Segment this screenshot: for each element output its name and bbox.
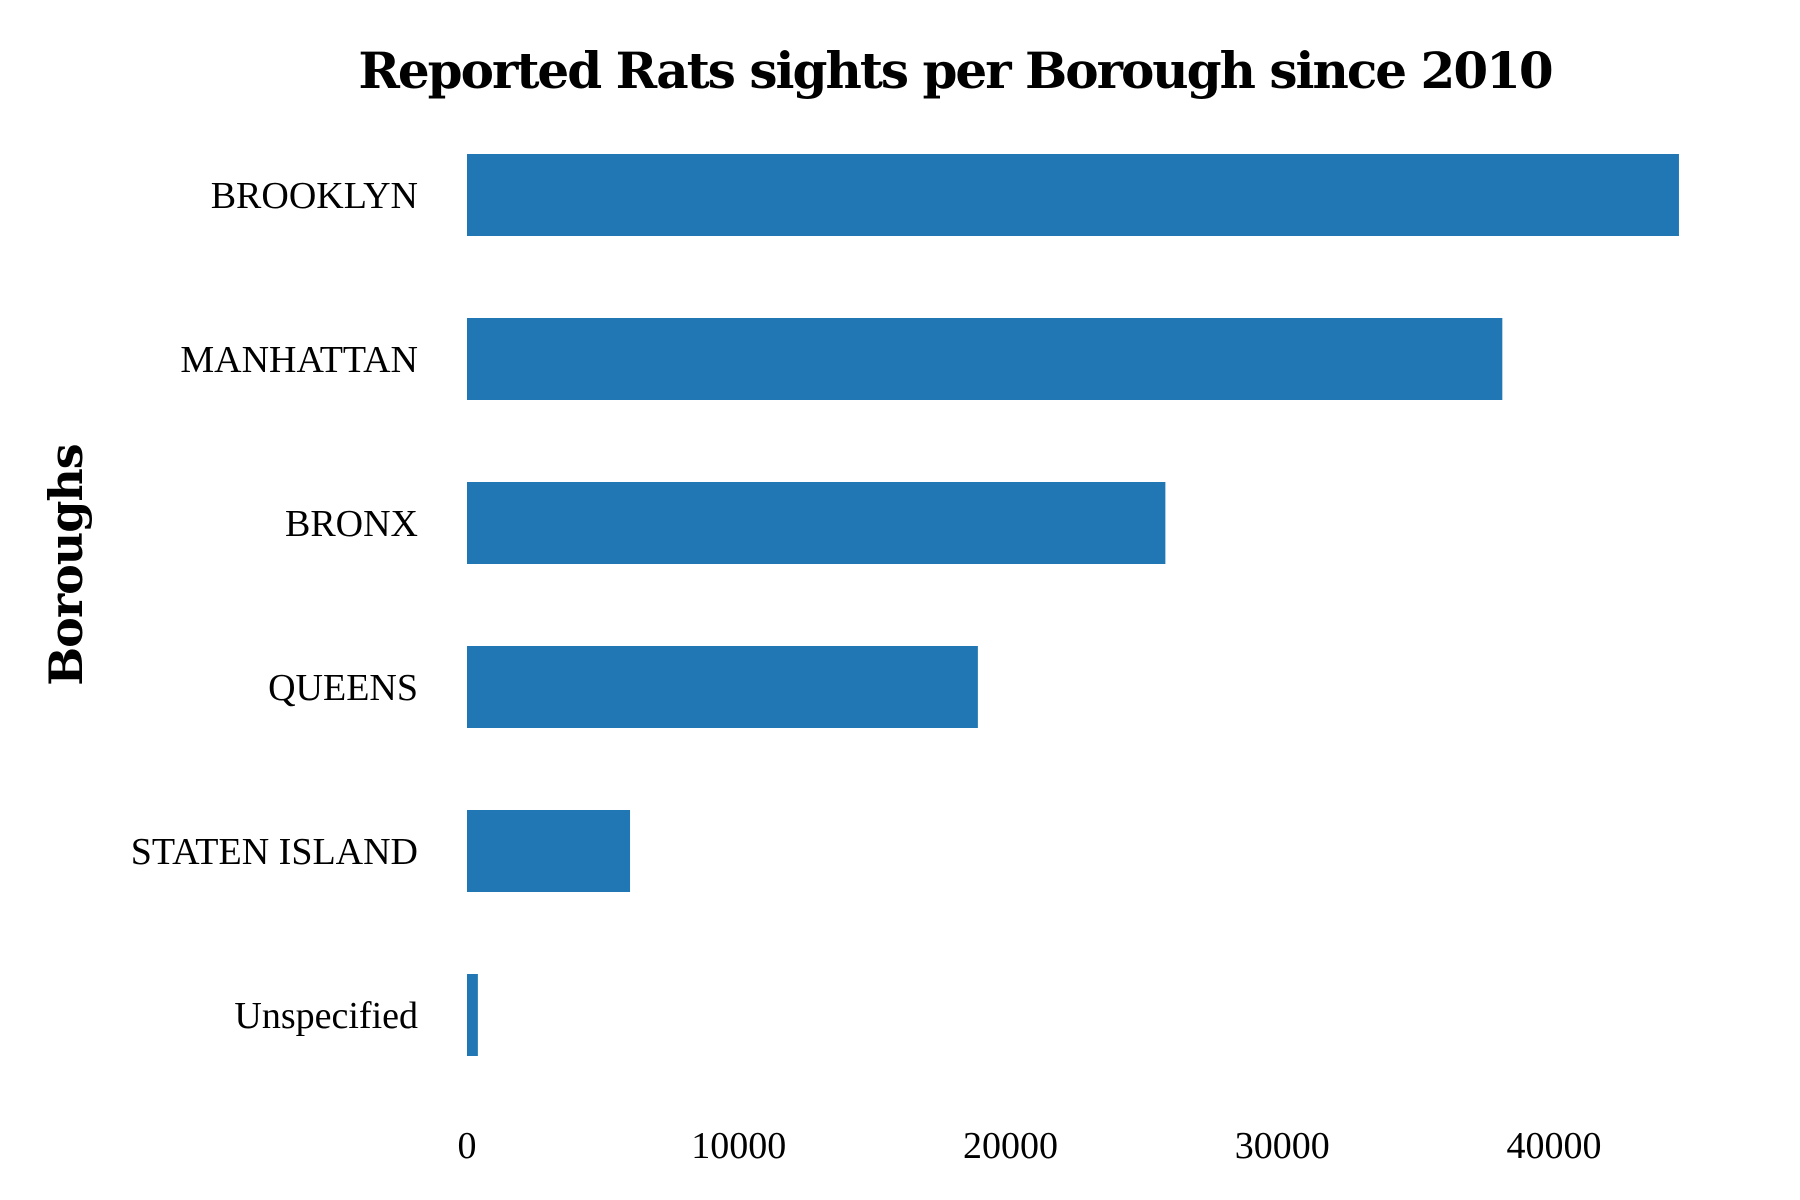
- category-label-queens: QUEENS: [268, 667, 418, 709]
- x-tick-label-10000: 10000: [691, 1125, 786, 1167]
- bars-layer: [467, 154, 1679, 1056]
- category-labels: BROOKLYN MANHATTAN BRONX QUEENS STATEN ISLAN…: [131, 175, 418, 1037]
- x-tick-label-30000: 30000: [1235, 1125, 1330, 1167]
- category-label-staten-island: STATEN ISLAND: [131, 831, 418, 873]
- bar-bronx: [467, 482, 1166, 564]
- bar-staten-island: [467, 810, 631, 892]
- category-label-unspecified: Unspecified: [234, 995, 418, 1037]
- y-axis-label: Boroughs: [39, 444, 93, 686]
- category-label-brooklyn: BROOKLYN: [211, 175, 418, 217]
- x-tick-label-20000: 20000: [963, 1125, 1058, 1167]
- x-axis-ticks: 0 10000 20000 30000 40000: [458, 1125, 1602, 1167]
- category-label-manhattan: MANHATTAN: [180, 339, 418, 381]
- category-label-bronx: BRONX: [285, 503, 418, 545]
- chart-title: Reported Rats sights per Borough since 2…: [358, 41, 1552, 100]
- bar-queens: [467, 646, 978, 728]
- bar-manhattan: [467, 318, 1503, 400]
- bar-brooklyn: [467, 154, 1679, 236]
- x-tick-label-40000: 40000: [1506, 1125, 1601, 1167]
- x-tick-label-0: 0: [458, 1125, 477, 1167]
- bar-unspecified: [467, 974, 478, 1056]
